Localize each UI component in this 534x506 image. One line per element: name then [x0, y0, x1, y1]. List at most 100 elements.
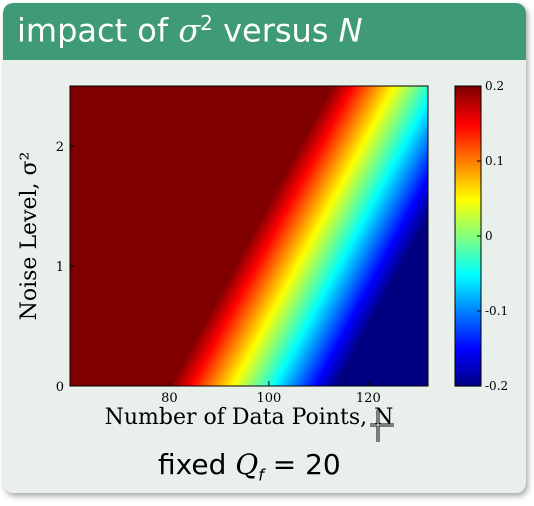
colorbar-band: [455, 104, 481, 107]
y-tick-label: 2: [56, 140, 64, 155]
colorbar-band: [455, 272, 481, 275]
colorbar-band: [455, 214, 481, 217]
title-banner: impact of σ2 versus N: [3, 3, 526, 60]
colorbar-band: [455, 124, 481, 127]
title-n: N: [338, 11, 363, 50]
colorbar-band: [455, 246, 481, 249]
colorbar-band: [455, 252, 481, 255]
colorbar-band: [455, 212, 481, 215]
colorbar-band: [455, 98, 481, 101]
colorbar-band: [455, 248, 481, 251]
colorbar-band: [455, 128, 481, 131]
colorbar-band: [455, 134, 481, 137]
colorbar-band: [455, 94, 481, 97]
colorbar-tick-label: 0: [485, 229, 493, 243]
colorbar-band: [455, 346, 481, 349]
colorbar-band: [455, 154, 481, 157]
colorbar-band: [455, 256, 481, 259]
colorbar-band: [455, 302, 481, 305]
colorbar-band: [455, 220, 481, 223]
plot-frame: [69, 85, 429, 387]
colorbar-band: [455, 320, 481, 323]
x-tick-label: 80: [161, 391, 178, 406]
colorbar-band: [455, 258, 481, 261]
colorbar-band: [455, 136, 481, 139]
colorbar-band: [455, 276, 481, 279]
colorbar-band: [455, 208, 481, 211]
colorbar-band: [455, 176, 481, 179]
colorbar-band: [455, 118, 481, 121]
colorbar-band: [455, 144, 481, 147]
colorbar-band: [455, 306, 481, 309]
colorbar-band: [455, 112, 481, 115]
colorbar-band: [455, 312, 481, 315]
colorbar-band: [455, 178, 481, 181]
colorbar-band: [455, 342, 481, 345]
x-axis-label: Number of Data Points, N: [105, 405, 394, 430]
colorbar-band: [455, 244, 481, 247]
caption-value: = 20: [263, 448, 341, 481]
colorbar-band: [455, 86, 481, 89]
colorbar-band: [455, 166, 481, 169]
colorbar-band: [455, 152, 481, 155]
colorbar-band: [455, 286, 481, 289]
caption-prefix: fixed: [158, 448, 236, 481]
colorbar-band: [455, 274, 481, 277]
colorbar-band: [455, 326, 481, 329]
colorbar-band: [455, 194, 481, 197]
colorbar-band: [455, 198, 481, 201]
colorbar-band: [455, 126, 481, 129]
colorbar-band: [455, 298, 481, 301]
colorbar-band: [455, 210, 481, 213]
colorbar-band: [455, 158, 481, 161]
colorbar-band: [455, 122, 481, 125]
colorbar-band: [455, 88, 481, 91]
slide-title: impact of σ2 versus N: [17, 11, 363, 50]
colorbar-band: [455, 110, 481, 113]
colorbar-band: [455, 164, 481, 167]
colorbar-band: [455, 350, 481, 353]
colorbar-band: [455, 162, 481, 165]
colorbar-band: [455, 182, 481, 185]
colorbar-band: [455, 150, 481, 153]
heatmap-field: [70, 86, 428, 386]
colorbar-band: [455, 360, 481, 363]
colorbar-band: [455, 132, 481, 135]
colorbar-band: [455, 92, 481, 95]
colorbar-band: [455, 352, 481, 355]
colorbar-band: [455, 364, 481, 367]
colorbar-band: [455, 140, 481, 143]
colorbar-band: [455, 266, 481, 269]
caption: fixed Qf = 20: [158, 448, 341, 485]
colorbar-band: [455, 156, 481, 159]
title-superscript: 2: [200, 11, 213, 35]
colorbar-band: [455, 188, 481, 191]
colorbar-band: [455, 300, 481, 303]
colorbar-band: [455, 288, 481, 291]
y-tick-label: 0: [56, 380, 64, 395]
colorbar-band: [455, 334, 481, 337]
colorbar-band: [455, 230, 481, 233]
colorbar-band: [455, 322, 481, 325]
caption-q: Q: [235, 448, 259, 481]
colorbar-tick-label: -0.2: [485, 379, 508, 393]
colorbar-band: [455, 146, 481, 149]
colorbar-band: [455, 226, 481, 229]
colorbar-band: [455, 372, 481, 375]
colorbar-band: [455, 202, 481, 205]
colorbar-band: [455, 216, 481, 219]
colorbar-band: [455, 168, 481, 171]
colorbar-band: [455, 228, 481, 231]
colorbar-band: [455, 324, 481, 327]
colorbar-band: [455, 174, 481, 177]
colorbar-band: [455, 358, 481, 361]
colorbar-band: [455, 340, 481, 343]
colorbar-band: [455, 238, 481, 241]
caption-sub: f: [258, 465, 264, 485]
colorbar-band: [455, 262, 481, 265]
colorbar-band: [455, 308, 481, 311]
colorbar-band: [455, 196, 481, 199]
colorbar-band: [455, 130, 481, 133]
colorbar-band: [455, 142, 481, 145]
colorbar-band: [455, 186, 481, 189]
